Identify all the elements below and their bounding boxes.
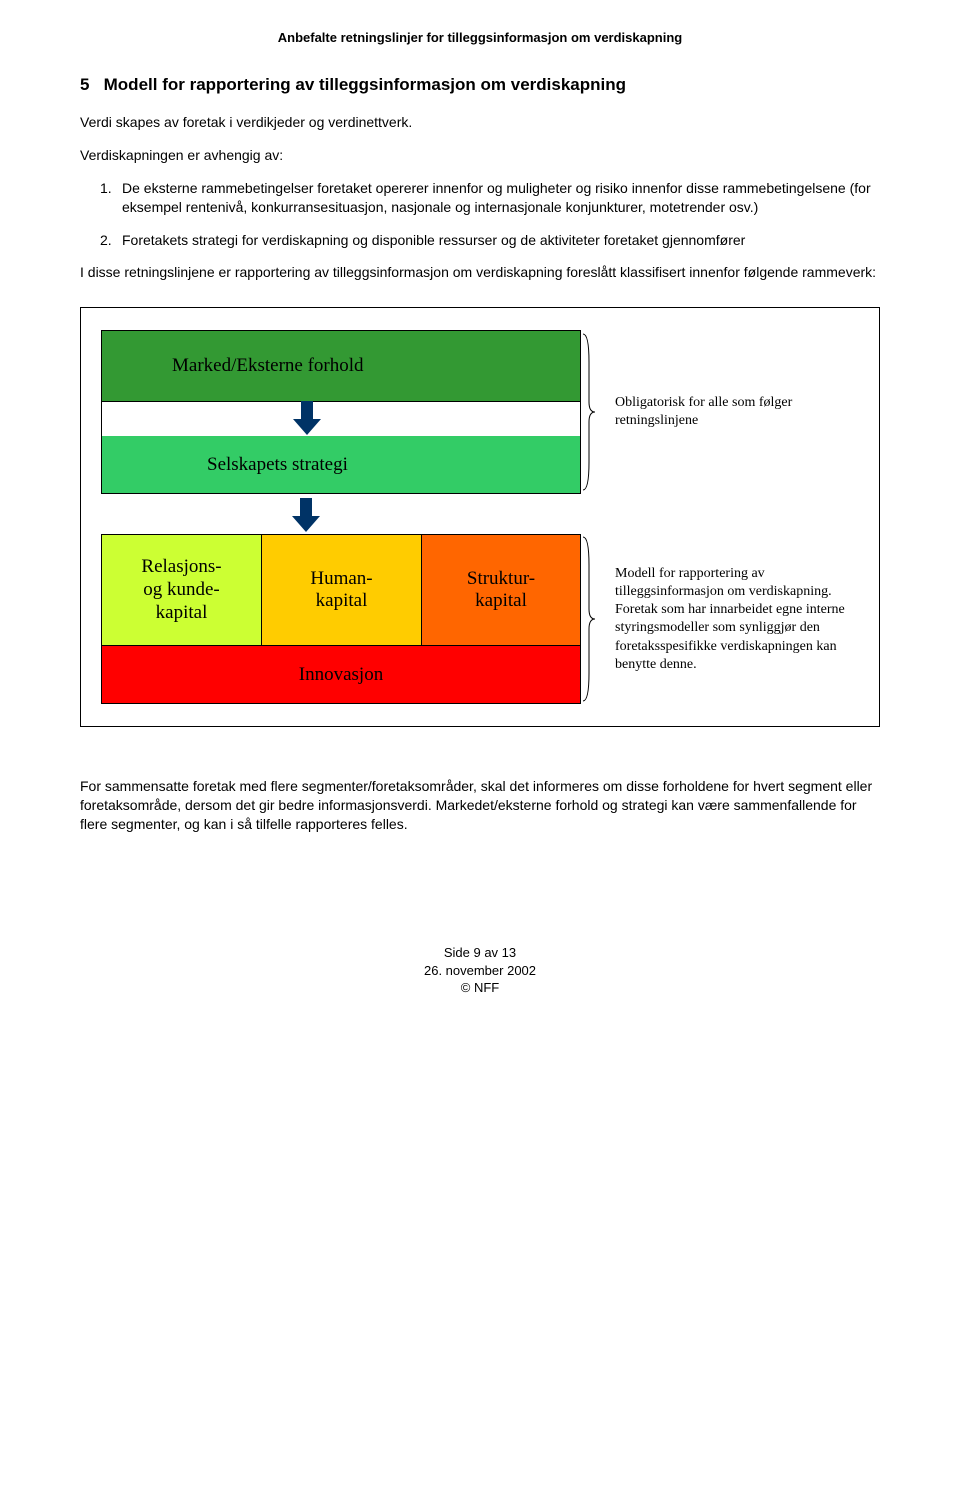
brace-icon bbox=[581, 535, 597, 703]
footer-page: Side 9 av 13 bbox=[80, 944, 880, 962]
note-upper: Obligatorisk for alle som følger retning… bbox=[597, 330, 859, 494]
relation-capital-label: Relasjons-og kunde-kapital bbox=[141, 556, 221, 624]
diagram-container: Marked/Eksterne forhold Selskapets strat… bbox=[80, 307, 880, 727]
intro-paragraph-1: Verdi skapes av foretak i verdikjeder og… bbox=[80, 113, 880, 132]
innovation-label: Innovasjon bbox=[299, 664, 383, 686]
strategy-box: Selskapets strategi bbox=[101, 436, 581, 494]
market-box-label: Marked/Eksterne forhold bbox=[172, 355, 364, 377]
structure-capital-box: Struktur-kapital bbox=[422, 535, 580, 645]
arrow-down-icon bbox=[286, 498, 326, 534]
footer-org: © NFF bbox=[80, 979, 880, 997]
list-text-2: Foretakets strategi for verdiskapning og… bbox=[122, 231, 880, 250]
list-number-1: 1. bbox=[100, 179, 122, 217]
relation-capital-box: Relasjons-og kunde-kapital bbox=[102, 535, 262, 645]
brace-lower bbox=[581, 534, 597, 704]
arrow-spacer bbox=[101, 494, 581, 534]
capitals-row: Relasjons-og kunde-kapital Human-kapital… bbox=[102, 535, 580, 645]
brace-upper bbox=[581, 330, 597, 494]
brace-icon bbox=[581, 332, 597, 492]
page-footer: Side 9 av 13 26. november 2002 © NFF bbox=[80, 944, 880, 997]
intro-paragraph-2: Verdiskapningen er avhengig av: bbox=[80, 146, 880, 165]
intro-paragraph-3: I disse retningslinjene er rapportering … bbox=[80, 263, 880, 282]
structure-capital-label: Struktur-kapital bbox=[467, 568, 535, 614]
diagram-lower-row: Relasjons-og kunde-kapital Human-kapital… bbox=[101, 534, 859, 704]
section-number: 5 bbox=[80, 75, 89, 94]
note-upper-text: Obligatorisk for alle som følger retning… bbox=[615, 394, 859, 430]
strategy-box-label: Selskapets strategi bbox=[207, 454, 348, 476]
note-lower-text: Modell for rapportering av tilleggsinfor… bbox=[615, 565, 859, 674]
arrow-down-icon bbox=[287, 401, 327, 437]
list-item-1: 1. De eksterne rammebetingelser foretake… bbox=[80, 179, 880, 217]
human-capital-label: Human-kapital bbox=[310, 568, 372, 614]
human-capital-box: Human-kapital bbox=[262, 535, 422, 645]
section-title: Modell for rapportering av tilleggsinfor… bbox=[104, 75, 626, 94]
footer-date: 26. november 2002 bbox=[80, 962, 880, 980]
note-lower: Modell for rapportering av tilleggsinfor… bbox=[597, 534, 859, 704]
arrow-intersection-1 bbox=[101, 402, 581, 436]
list-number-2: 2. bbox=[100, 231, 122, 250]
page-header-title: Anbefalte retningslinjer for tilleggsinf… bbox=[80, 30, 880, 45]
lower-block: Relasjons-og kunde-kapital Human-kapital… bbox=[101, 534, 581, 704]
market-box: Marked/Eksterne forhold bbox=[101, 330, 581, 402]
list-text-1: De eksterne rammebetingelser foretaket o… bbox=[122, 179, 880, 217]
diagram-upper-left: Marked/Eksterne forhold Selskapets strat… bbox=[101, 330, 581, 494]
closing-paragraph: For sammensatte foretak med flere segmen… bbox=[80, 777, 880, 834]
diagram-upper-row: Marked/Eksterne forhold Selskapets strat… bbox=[101, 330, 859, 494]
section-heading: 5 Modell for rapportering av tilleggsinf… bbox=[80, 75, 880, 95]
diagram-lower-left: Relasjons-og kunde-kapital Human-kapital… bbox=[101, 534, 581, 704]
list-item-2: 2. Foretakets strategi for verdiskapning… bbox=[80, 231, 880, 250]
diagram-arrow-row bbox=[101, 494, 859, 534]
brace-spacer bbox=[581, 494, 597, 534]
note-spacer bbox=[597, 494, 859, 534]
innovation-box: Innovasjon bbox=[102, 645, 580, 703]
